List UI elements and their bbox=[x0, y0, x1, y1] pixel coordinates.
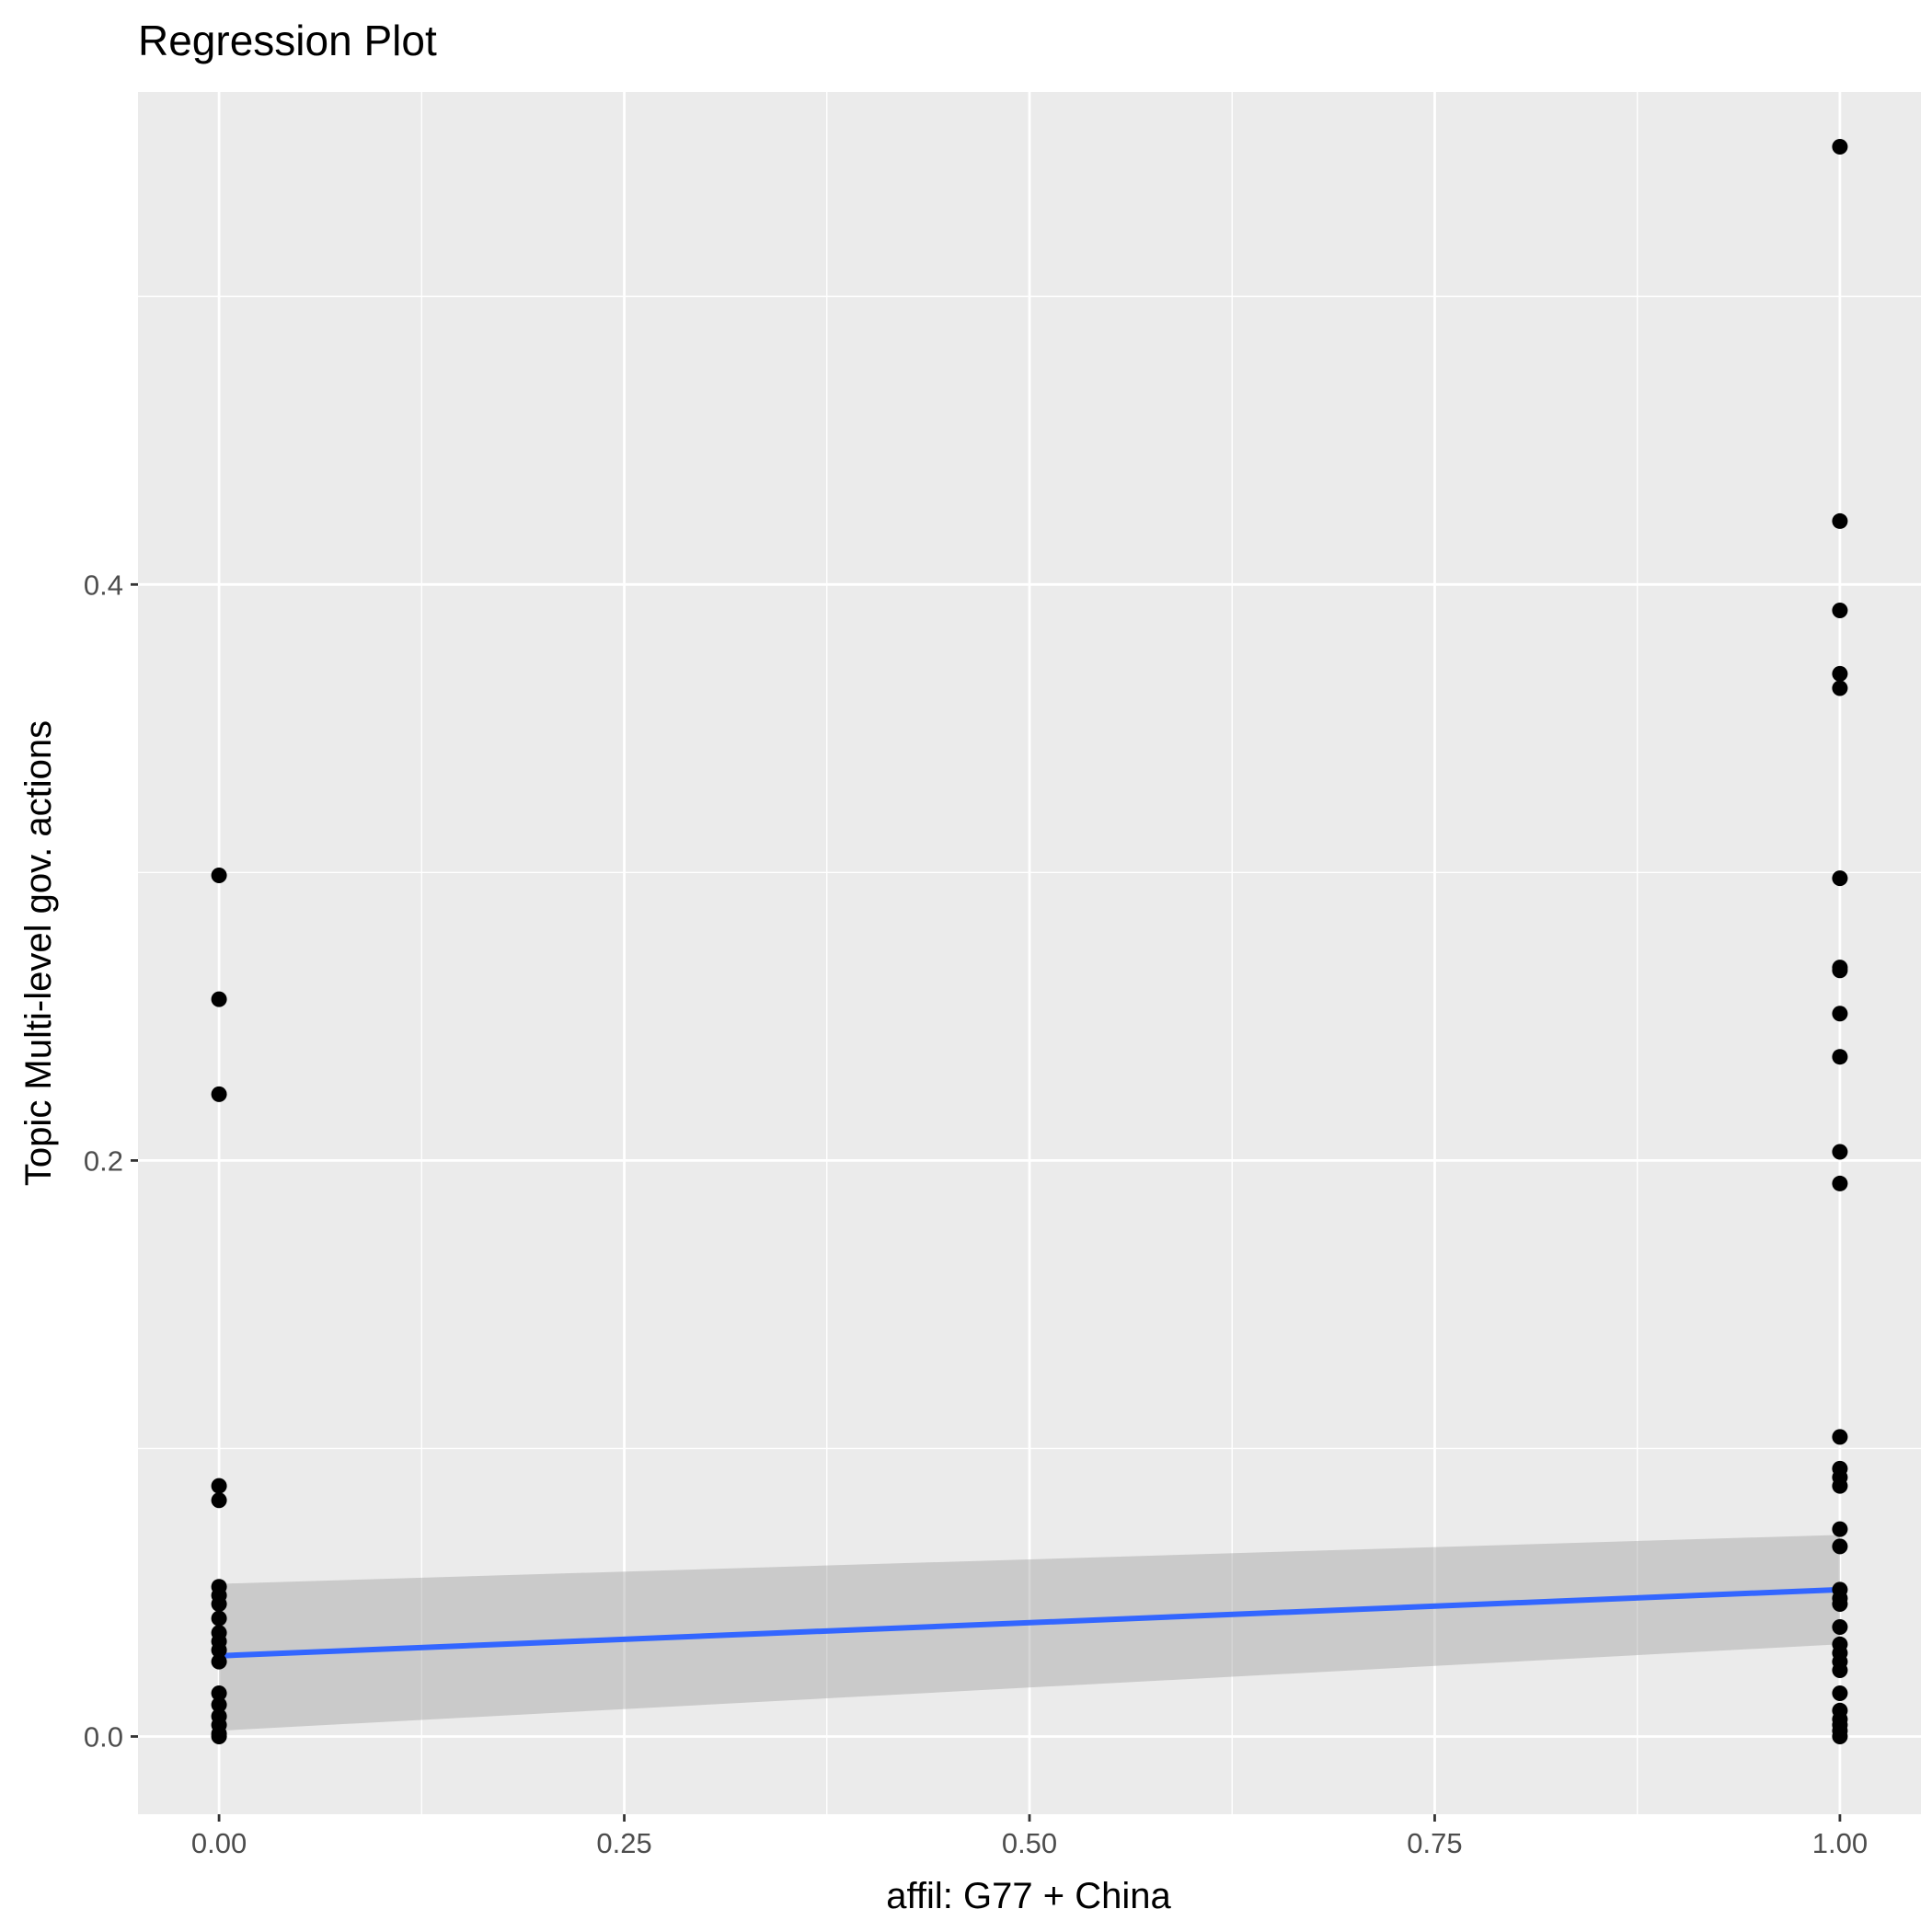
y-tick-label: 0.0 bbox=[84, 1720, 123, 1753]
data-point bbox=[1832, 665, 1848, 682]
x-tick-label: 1.00 bbox=[1812, 1827, 1868, 1859]
data-point bbox=[1832, 602, 1848, 618]
x-axis: 0.00 0.25 0.50 0.75 1.00 bbox=[191, 1814, 1868, 1859]
data-point bbox=[211, 867, 227, 883]
data-point bbox=[211, 1728, 227, 1744]
fit-line-layer bbox=[218, 1586, 1841, 1659]
data-points bbox=[211, 138, 1848, 1744]
x-tick-label: 0.75 bbox=[1407, 1827, 1462, 1859]
data-point bbox=[1832, 1619, 1848, 1636]
x-axis-label: affil: G77 + China bbox=[886, 1876, 1171, 1916]
chart-title: Regression Plot bbox=[138, 17, 437, 64]
data-point bbox=[1832, 1049, 1848, 1065]
x-tick-label: 0.00 bbox=[191, 1827, 247, 1859]
data-point bbox=[1832, 680, 1848, 696]
data-point bbox=[1832, 1538, 1848, 1555]
data-point bbox=[1832, 512, 1848, 529]
major-gridlines bbox=[138, 92, 1921, 1814]
data-point bbox=[211, 1610, 227, 1627]
confidence-band-layer bbox=[219, 1535, 1840, 1731]
data-point bbox=[1832, 1728, 1848, 1744]
data-point bbox=[1832, 1144, 1848, 1160]
data-point bbox=[1832, 1429, 1848, 1445]
confidence-band bbox=[219, 1535, 1840, 1731]
data-point bbox=[211, 1478, 227, 1494]
data-point bbox=[1832, 1595, 1848, 1612]
data-point bbox=[1832, 1175, 1848, 1191]
data-point bbox=[211, 1492, 227, 1509]
x-tick-label: 0.50 bbox=[1002, 1827, 1057, 1859]
data-point bbox=[1832, 1662, 1848, 1678]
data-point bbox=[1832, 1685, 1848, 1702]
data-point bbox=[1832, 1521, 1848, 1537]
data-point bbox=[211, 1685, 227, 1702]
data-point bbox=[211, 1086, 227, 1102]
y-axis-label: Topic Multi-level gov. actions bbox=[18, 720, 59, 1186]
data-point bbox=[1832, 962, 1848, 979]
y-tick-label: 0.2 bbox=[84, 1144, 123, 1177]
regression-line bbox=[218, 1586, 1841, 1659]
data-point bbox=[211, 1696, 227, 1713]
data-point bbox=[211, 1595, 227, 1612]
data-point bbox=[1832, 138, 1848, 155]
data-point bbox=[211, 1642, 227, 1659]
data-point bbox=[1832, 1006, 1848, 1022]
data-point bbox=[1832, 870, 1848, 887]
data-point bbox=[211, 991, 227, 1007]
data-point bbox=[1832, 1478, 1848, 1494]
y-tick-label: 0.4 bbox=[84, 569, 123, 601]
data-point bbox=[211, 1653, 227, 1670]
x-tick-label: 0.25 bbox=[596, 1827, 651, 1859]
y-axis: 0.0 0.2 0.4 bbox=[84, 569, 138, 1753]
